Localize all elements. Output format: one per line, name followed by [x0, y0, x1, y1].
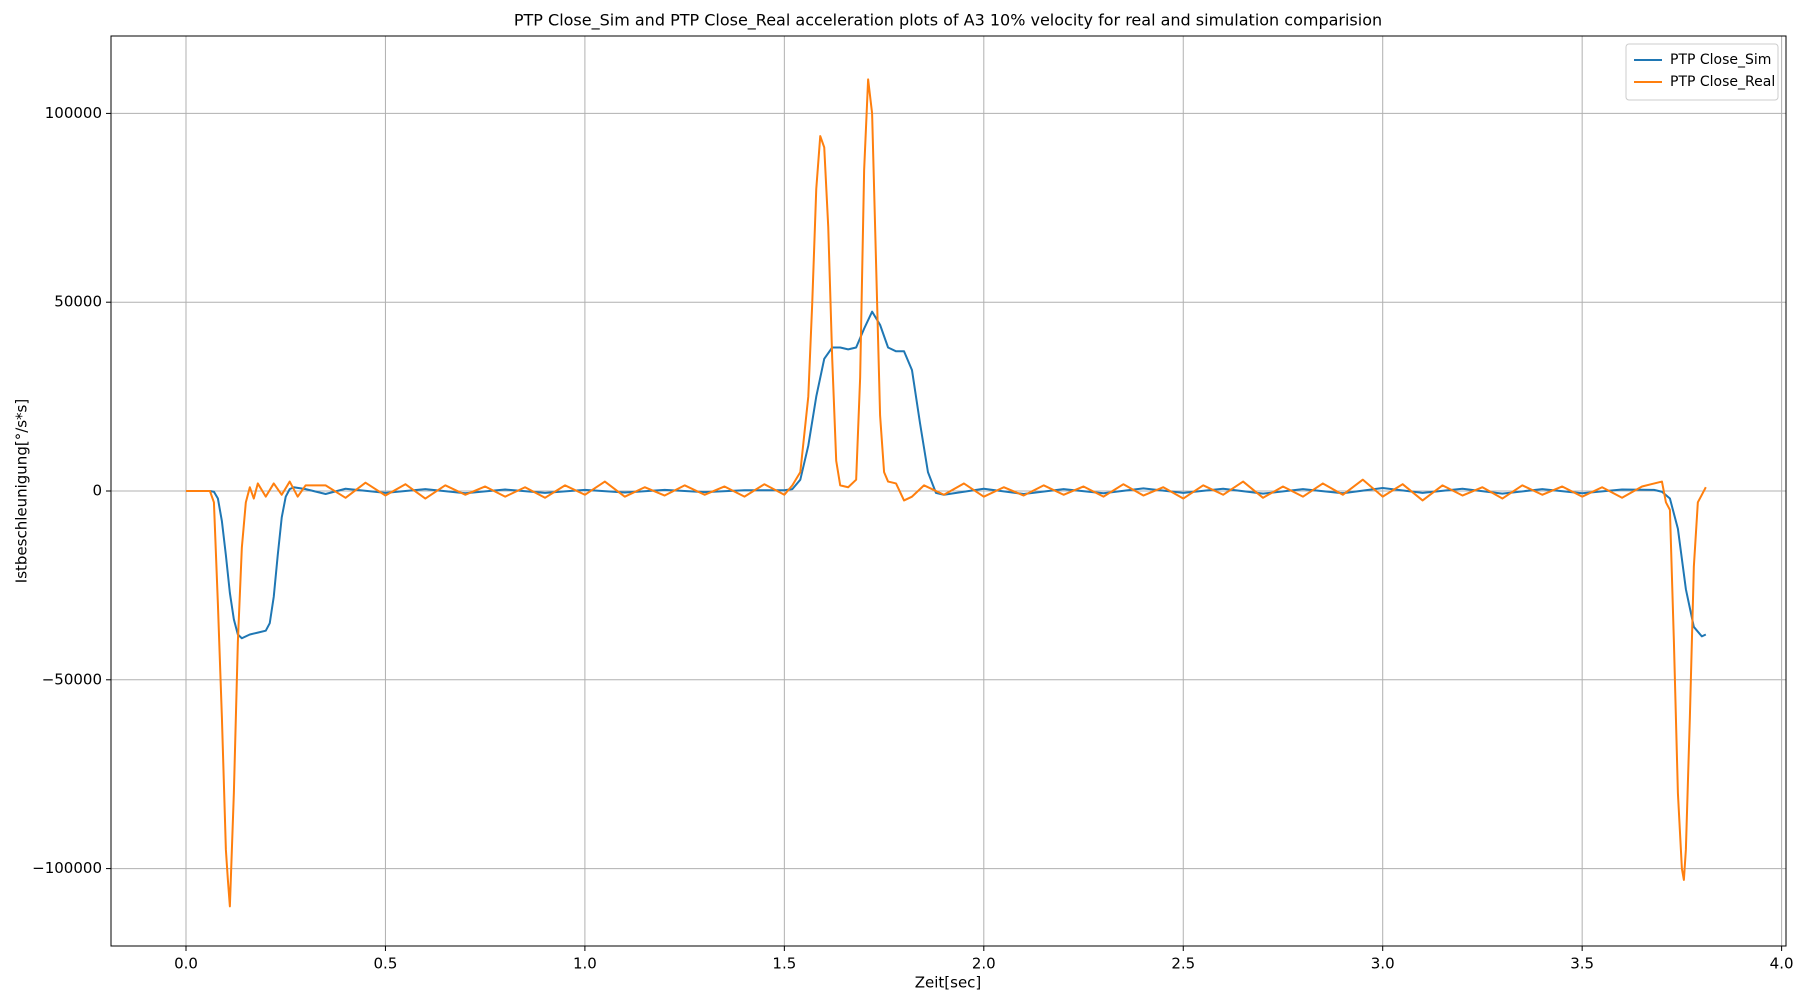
x-axis-label: Zeit[sec] [915, 974, 982, 992]
x-tick-label: 1.0 [573, 955, 597, 973]
legend: PTP Close_Sim PTP Close_Real [1625, 43, 1779, 101]
y-tick-label: 100000 [45, 104, 102, 122]
x-tick-label: 0.5 [374, 955, 398, 973]
x-tick-label: 3.0 [1371, 955, 1395, 973]
y-tick-label: −100000 [32, 859, 102, 877]
legend-label: PTP Close_Real [1670, 74, 1775, 90]
plot-frame [110, 35, 1787, 947]
legend-box [1625, 43, 1779, 101]
x-tick-label: 0.0 [174, 955, 198, 973]
chart-title: PTP Close_Sim and PTP Close_Real acceler… [514, 11, 1382, 31]
legend-label: PTP Close_Sim [1670, 52, 1771, 68]
y-tick-label: −50000 [42, 670, 102, 688]
x-tick-label: 2.5 [1171, 955, 1195, 973]
x-tick-label: 4.0 [1770, 955, 1794, 973]
x-tick-label: 1.5 [772, 955, 796, 973]
x-tick-label: 2.0 [972, 955, 996, 973]
y-tick-label: 50000 [54, 293, 102, 311]
x-tick-label: 3.5 [1570, 955, 1594, 973]
data-line [185, 78, 1707, 908]
y-tick-label: 0 [92, 482, 102, 500]
y-axis-label: Istbeschleunigung[°/s*s] [13, 399, 31, 583]
